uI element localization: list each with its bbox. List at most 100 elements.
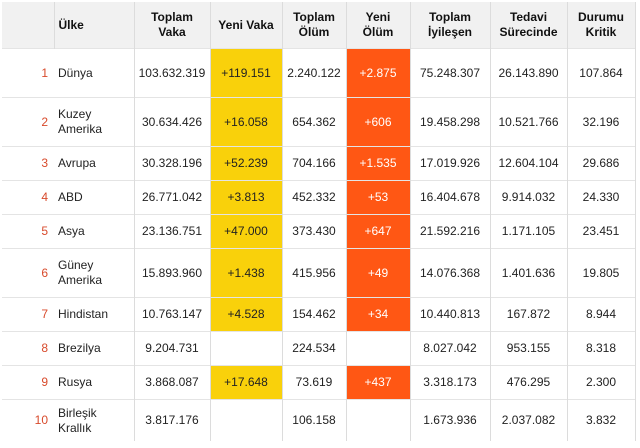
active-cases-cell: 1.401.636 bbox=[490, 248, 568, 298]
total-cases-header[interactable]: Toplam Vaka bbox=[134, 2, 211, 49]
total-cases-cell: 3.868.087 bbox=[134, 365, 211, 400]
new-cases-cell: +119.151 bbox=[210, 48, 283, 98]
rank-cell: 9 bbox=[2, 365, 54, 400]
total-recovered-cell: 21.592.216 bbox=[410, 214, 491, 249]
table-body: 1 Dünya 103.632.319 +119.151 2.240.122 +… bbox=[2, 48, 636, 441]
critical-cases-cell: 23.451 bbox=[567, 214, 636, 249]
total-cases-cell: 30.634.426 bbox=[134, 97, 211, 147]
table-row: 1 Dünya 103.632.319 +119.151 2.240.122 +… bbox=[2, 48, 636, 98]
total-deaths-header[interactable]: Toplam Ölüm bbox=[282, 2, 347, 49]
rank-cell: 4 bbox=[2, 180, 54, 215]
country-cell: Birleşik Krallık bbox=[54, 399, 135, 441]
critical-cases-cell: 32.196 bbox=[567, 97, 636, 147]
new-deaths-cell: +606 bbox=[346, 97, 411, 147]
critical-cases-cell: 19.805 bbox=[567, 248, 636, 298]
total-cases-cell: 15.893.960 bbox=[134, 248, 211, 298]
new-cases-cell bbox=[210, 399, 283, 441]
rank-cell: 8 bbox=[2, 331, 54, 366]
active-cases-cell: 953.155 bbox=[490, 331, 568, 366]
new-deaths-cell bbox=[346, 399, 411, 441]
new-cases-cell: +16.058 bbox=[210, 97, 283, 147]
new-deaths-cell: +437 bbox=[346, 365, 411, 400]
total-deaths-cell: 452.332 bbox=[282, 180, 347, 215]
total-recovered-cell: 75.248.307 bbox=[410, 48, 491, 98]
new-deaths-cell bbox=[346, 331, 411, 366]
total-deaths-cell: 2.240.122 bbox=[282, 48, 347, 98]
table-row: 3 Avrupa 30.328.196 +52.239 704.166 +1.5… bbox=[2, 146, 636, 181]
active-cases-cell: 167.872 bbox=[490, 297, 568, 332]
total-deaths-cell: 106.158 bbox=[282, 399, 347, 441]
critical-cases-cell: 8.318 bbox=[567, 331, 636, 366]
country-cell: Rusya bbox=[54, 365, 135, 400]
table-row: 2 Kuzey Amerika 30.634.426 +16.058 654.3… bbox=[2, 97, 636, 147]
country-cell: Dünya bbox=[54, 48, 135, 98]
rank-cell: 5 bbox=[2, 214, 54, 249]
new-cases-cell: +47.000 bbox=[210, 214, 283, 249]
total-recovered-cell: 14.076.368 bbox=[410, 248, 491, 298]
rank-cell: 1 bbox=[2, 48, 54, 98]
total-deaths-cell: 373.430 bbox=[282, 214, 347, 249]
new-cases-cell: +52.239 bbox=[210, 146, 283, 181]
active-cases-cell: 2.037.082 bbox=[490, 399, 568, 441]
new-deaths-cell: +1.535 bbox=[346, 146, 411, 181]
country-header[interactable]: Ülke bbox=[54, 2, 135, 49]
total-deaths-cell: 154.462 bbox=[282, 297, 347, 332]
total-recovered-cell: 10.440.813 bbox=[410, 297, 491, 332]
total-cases-cell: 103.632.319 bbox=[134, 48, 211, 98]
table-row: 10 Birleşik Krallık 3.817.176 106.158 1.… bbox=[2, 399, 636, 441]
rank-cell: 2 bbox=[2, 97, 54, 147]
active-cases-header[interactable]: Tedavi Sürecinde bbox=[490, 2, 568, 49]
active-cases-cell: 9.914.032 bbox=[490, 180, 568, 215]
rank-cell: 3 bbox=[2, 146, 54, 181]
critical-cases-cell: 3.832 bbox=[567, 399, 636, 441]
critical-cases-cell: 107.864 bbox=[567, 48, 636, 98]
total-deaths-cell: 73.619 bbox=[282, 365, 347, 400]
total-cases-cell: 30.328.196 bbox=[134, 146, 211, 181]
total-recovered-cell: 17.019.926 bbox=[410, 146, 491, 181]
active-cases-cell: 1.171.105 bbox=[490, 214, 568, 249]
covid-stats-table: Ülke Toplam Vaka Yeni Vaka Toplam Ölüm Y… bbox=[2, 2, 636, 441]
critical-cases-cell: 2.300 bbox=[567, 365, 636, 400]
country-cell: Asya bbox=[54, 214, 135, 249]
rank-cell: 10 bbox=[2, 399, 54, 441]
total-cases-cell: 3.817.176 bbox=[134, 399, 211, 441]
active-cases-cell: 26.143.890 bbox=[490, 48, 568, 98]
country-cell: Brezilya bbox=[54, 331, 135, 366]
total-cases-cell: 26.771.042 bbox=[134, 180, 211, 215]
rank-cell: 6 bbox=[2, 248, 54, 298]
total-recovered-cell: 16.404.678 bbox=[410, 180, 491, 215]
country-cell: ABD bbox=[54, 180, 135, 215]
new-deaths-cell: +2.875 bbox=[346, 48, 411, 98]
total-recovered-header[interactable]: Toplam İyileşen bbox=[410, 2, 491, 49]
country-cell: Avrupa bbox=[54, 146, 135, 181]
rank-cell: 7 bbox=[2, 297, 54, 332]
critical-cases-header[interactable]: Durumu Kritik bbox=[567, 2, 636, 49]
critical-cases-cell: 24.330 bbox=[567, 180, 636, 215]
new-cases-cell: +1.438 bbox=[210, 248, 283, 298]
new-deaths-header[interactable]: Yeni Ölüm bbox=[346, 2, 411, 49]
new-cases-header[interactable]: Yeni Vaka bbox=[210, 2, 283, 49]
table-row: 5 Asya 23.136.751 +47.000 373.430 +647 2… bbox=[2, 214, 636, 249]
new-cases-cell bbox=[210, 331, 283, 366]
new-cases-cell: +3.813 bbox=[210, 180, 283, 215]
total-recovered-cell: 1.673.936 bbox=[410, 399, 491, 441]
table-row: 6 Güney Amerika 15.893.960 +1.438 415.95… bbox=[2, 248, 636, 298]
table-row: 9 Rusya 3.868.087 +17.648 73.619 +437 3.… bbox=[2, 365, 636, 400]
new-deaths-cell: +647 bbox=[346, 214, 411, 249]
total-recovered-cell: 8.027.042 bbox=[410, 331, 491, 366]
total-recovered-cell: 3.318.173 bbox=[410, 365, 491, 400]
new-deaths-cell: +34 bbox=[346, 297, 411, 332]
country-cell: Güney Amerika bbox=[54, 248, 135, 298]
total-cases-cell: 9.204.731 bbox=[134, 331, 211, 366]
total-deaths-cell: 654.362 bbox=[282, 97, 347, 147]
total-deaths-cell: 415.956 bbox=[282, 248, 347, 298]
country-cell: Hindistan bbox=[54, 297, 135, 332]
country-cell: Kuzey Amerika bbox=[54, 97, 135, 147]
table-row: 4 ABD 26.771.042 +3.813 452.332 +53 16.4… bbox=[2, 180, 636, 215]
header-row: Ülke Toplam Vaka Yeni Vaka Toplam Ölüm Y… bbox=[2, 2, 636, 49]
new-deaths-cell: +53 bbox=[346, 180, 411, 215]
active-cases-cell: 10.521.766 bbox=[490, 97, 568, 147]
active-cases-cell: 476.295 bbox=[490, 365, 568, 400]
total-deaths-cell: 224.534 bbox=[282, 331, 347, 366]
critical-cases-cell: 29.686 bbox=[567, 146, 636, 181]
